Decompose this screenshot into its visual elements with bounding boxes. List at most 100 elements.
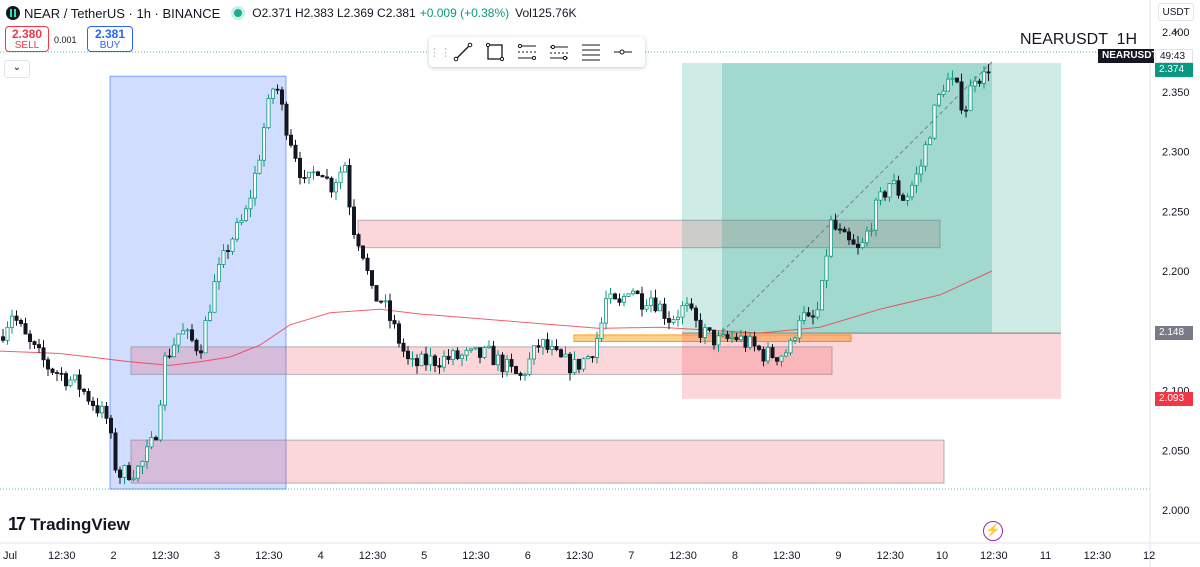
candle-body xyxy=(432,355,437,367)
candle-body xyxy=(455,350,460,360)
candle-body xyxy=(194,339,199,352)
candle-body xyxy=(324,176,329,179)
candle-body xyxy=(243,208,248,221)
candle-body xyxy=(779,355,784,362)
candle-body xyxy=(559,349,564,358)
fib-button[interactable] xyxy=(511,38,543,66)
candle-body xyxy=(468,348,473,351)
position-path-line xyxy=(721,61,993,333)
candle-body xyxy=(18,320,23,324)
candle-body xyxy=(694,307,699,321)
price-tick-label: 2.200 xyxy=(1162,266,1190,278)
candle-body xyxy=(73,374,78,381)
candle-body xyxy=(959,81,964,111)
candle-body xyxy=(23,323,28,335)
candle-body xyxy=(378,300,383,303)
spread-value: 0.001 xyxy=(54,35,77,45)
candle-body xyxy=(577,358,582,370)
candle-body xyxy=(423,353,428,366)
candle-body xyxy=(509,359,514,367)
candle-body xyxy=(207,311,212,321)
last-price-tag: 2.374 xyxy=(1155,63,1193,77)
candle-body xyxy=(369,270,374,286)
candle-body xyxy=(680,305,685,318)
candle-body xyxy=(86,391,91,402)
candle-body xyxy=(568,353,573,374)
candle-body xyxy=(477,347,482,358)
candle-body xyxy=(279,89,284,105)
candle-body xyxy=(869,229,874,232)
candle-body xyxy=(320,175,325,178)
moving-average xyxy=(0,270,993,366)
candle-body xyxy=(50,368,55,373)
candle-body xyxy=(261,127,266,161)
tradingview-logo[interactable]: 17 TradingView xyxy=(8,514,130,535)
candle-body xyxy=(383,300,388,303)
candle-body xyxy=(329,177,334,193)
candle-body xyxy=(712,329,717,346)
time-tick-label: 12:30 xyxy=(255,550,283,562)
candle-body xyxy=(95,405,100,414)
rectangle-button[interactable] xyxy=(479,38,511,66)
stop-price-tag: 2.093 xyxy=(1155,392,1193,406)
candle-body xyxy=(162,355,167,406)
chevron-down-icon: ⌄ xyxy=(1171,25,1181,36)
candle-body xyxy=(459,354,464,360)
candle-body xyxy=(167,355,172,358)
pair-label[interactable]: NEAR / TetherUS · 1h · BINANCE xyxy=(24,5,221,21)
candle-body xyxy=(77,374,82,390)
candle-body xyxy=(865,230,870,244)
candle-body xyxy=(707,327,712,331)
candle-body xyxy=(230,238,235,252)
collapse-button[interactable]: ⌄ xyxy=(4,60,30,78)
candle-body xyxy=(176,333,181,346)
ma-line xyxy=(0,270,993,366)
symbol-tag: NEARUSDT xyxy=(1098,49,1158,63)
candle-body xyxy=(806,312,811,317)
candle-body xyxy=(446,355,451,360)
candle-body xyxy=(973,80,978,87)
target-price-tag: 2.148 xyxy=(1155,326,1193,340)
trend-line-button[interactable] xyxy=(447,38,479,66)
lightning-icon[interactable]: ⚡ xyxy=(983,521,1003,541)
candle-body xyxy=(775,357,780,362)
target-filled-zone xyxy=(722,63,992,334)
drag-handle-icon[interactable]: ⋮⋮ xyxy=(429,46,451,59)
candle-body xyxy=(464,349,469,356)
candle-body xyxy=(532,345,537,360)
horizontal-ray-button[interactable] xyxy=(607,38,639,66)
candle-body xyxy=(46,359,51,370)
time-tick-label: 12:30 xyxy=(566,550,594,562)
parallel-channel-button[interactable] xyxy=(543,38,575,66)
candle-body xyxy=(847,231,852,241)
sell-button[interactable]: 2.380 SELL xyxy=(5,26,49,52)
time-tick-label: 12 xyxy=(1143,550,1155,562)
candle-body xyxy=(0,336,6,341)
candle-body xyxy=(919,165,924,175)
candle-body xyxy=(185,329,190,332)
rectangle-icon xyxy=(485,42,505,62)
time-tick-label: 12:30 xyxy=(462,550,490,562)
horizontal-lines-button[interactable] xyxy=(575,38,607,66)
candle-body xyxy=(752,336,757,347)
candle-body xyxy=(248,197,253,210)
candle-body xyxy=(950,77,955,80)
brand-label: TradingView xyxy=(30,514,130,534)
currency-selector[interactable]: USDT ⌄ xyxy=(1158,3,1194,36)
candle-body xyxy=(144,446,149,462)
candle-body xyxy=(842,228,847,233)
buy-button[interactable]: 2.381 BUY xyxy=(87,26,133,52)
candle-body xyxy=(55,372,60,374)
candle-body xyxy=(554,346,559,351)
candle-body xyxy=(640,293,645,310)
candle-body xyxy=(68,379,73,387)
candle-body xyxy=(887,183,892,198)
candle-body xyxy=(815,309,820,318)
long-position-tool[interactable] xyxy=(682,61,1061,399)
horizontal-ray-icon xyxy=(614,49,632,55)
candle-body xyxy=(941,90,946,95)
candle-body xyxy=(64,373,69,387)
fib-icon xyxy=(517,43,537,61)
candle-body xyxy=(491,345,496,366)
